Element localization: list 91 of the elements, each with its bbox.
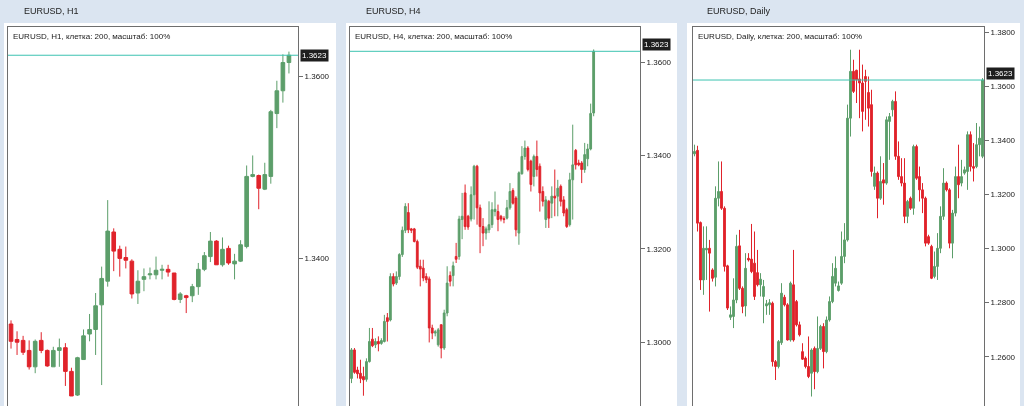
candlestick (256, 174, 262, 210)
y-tick-label: 1.3400 (646, 151, 672, 161)
candlestick (421, 259, 425, 282)
ref-line-label: 1.3623 (644, 40, 670, 49)
candlestick (544, 195, 548, 229)
candlestick (702, 225, 705, 296)
candlestick (882, 162, 885, 206)
candlestick (439, 324, 443, 359)
candlestick (960, 159, 963, 187)
candlestick (966, 130, 969, 191)
candlestick (768, 298, 771, 316)
candlestick (353, 347, 356, 375)
candlestick (912, 144, 915, 216)
y-tick-label: 1.3400 (990, 136, 1016, 146)
candlestick (930, 244, 933, 280)
y-tick-label: 1.3600 (304, 72, 330, 81)
candlestick (580, 160, 584, 184)
candlestick (810, 347, 813, 398)
candlestick (502, 215, 506, 224)
candlestick (472, 164, 476, 221)
candlestick (876, 170, 879, 219)
text: EURUSD, H4, клетка: 200, масштаб: 100% (355, 32, 513, 41)
candlestick (177, 291, 183, 304)
y-tick-label: 1.3200 (990, 190, 1016, 200)
chart-title: EURUSD, Daily (707, 6, 771, 16)
candlestick (159, 264, 165, 280)
candlestick (183, 294, 189, 314)
ref-line-label: 1.3623 (302, 51, 328, 60)
candlestick (214, 239, 219, 266)
candlestick (141, 267, 147, 292)
candlestick (532, 154, 536, 187)
candlestick (371, 327, 374, 348)
chart-title: EURUSD, H1 (24, 6, 79, 16)
candlestick (220, 236, 225, 268)
candlestick (382, 314, 386, 343)
candlestick (377, 335, 380, 352)
candlestick (547, 199, 551, 229)
candlestick (909, 196, 912, 211)
candlestick (448, 270, 452, 287)
candlestick (451, 261, 455, 287)
candlestick (8, 319, 14, 350)
candlestick (906, 199, 909, 224)
candlestick (556, 179, 560, 217)
candlestick (981, 77, 984, 159)
candlestick (744, 252, 747, 317)
candlestick (135, 269, 141, 305)
candlestick (813, 345, 816, 390)
y-tick-label: 1.3600 (990, 82, 1016, 92)
y-tick-label: 1.3200 (646, 244, 672, 254)
chart-title: EURUSD, H4 (366, 6, 421, 16)
candlestick (885, 116, 888, 186)
candlestick (550, 185, 554, 219)
y-tick-label: 1.3400 (304, 254, 330, 264)
y-tick-label: 1.3000 (646, 338, 672, 348)
candlestick (350, 347, 353, 384)
candlestick (463, 183, 467, 231)
y-tick-label: 1.2800 (990, 298, 1016, 308)
candlestick (436, 327, 440, 348)
y-tick-label: 1.3800 (990, 27, 1016, 37)
candlestick (957, 144, 960, 199)
candlestick (792, 249, 795, 343)
candlestick (975, 122, 978, 169)
candlestick (496, 204, 500, 232)
candlestick (903, 157, 906, 224)
candlestick (374, 337, 377, 349)
candlestick (879, 155, 882, 201)
candlestick (388, 272, 392, 322)
candlestick (553, 169, 557, 217)
candlestick (454, 242, 458, 264)
candlestick (427, 276, 431, 343)
candlestick (822, 322, 825, 369)
candlestick (153, 256, 159, 280)
candlestick (873, 166, 876, 191)
candlestick (32, 338, 38, 374)
text: EURUSD, H1, клетка: 200, масштаб: 100% (13, 32, 171, 41)
y-tick-label: 1.2600 (990, 352, 1016, 362)
candlestick (807, 335, 810, 379)
candlestick (708, 239, 711, 313)
candlestick (816, 315, 819, 374)
candlestick (583, 142, 587, 174)
y-tick-label: 1.3600 (646, 57, 672, 67)
candlestick (391, 272, 395, 287)
candlestick (406, 202, 410, 234)
ref-line-label: 1.3623 (988, 69, 1014, 78)
candlestick (574, 148, 578, 171)
candlestick (226, 245, 231, 266)
y-tick-label: 1.3000 (990, 244, 1016, 254)
candlestick (789, 281, 792, 343)
candlestick (147, 267, 153, 280)
candlestick (693, 144, 696, 157)
text: EURUSD, Daily, клетка: 200, масштаб: 100% (698, 32, 863, 41)
